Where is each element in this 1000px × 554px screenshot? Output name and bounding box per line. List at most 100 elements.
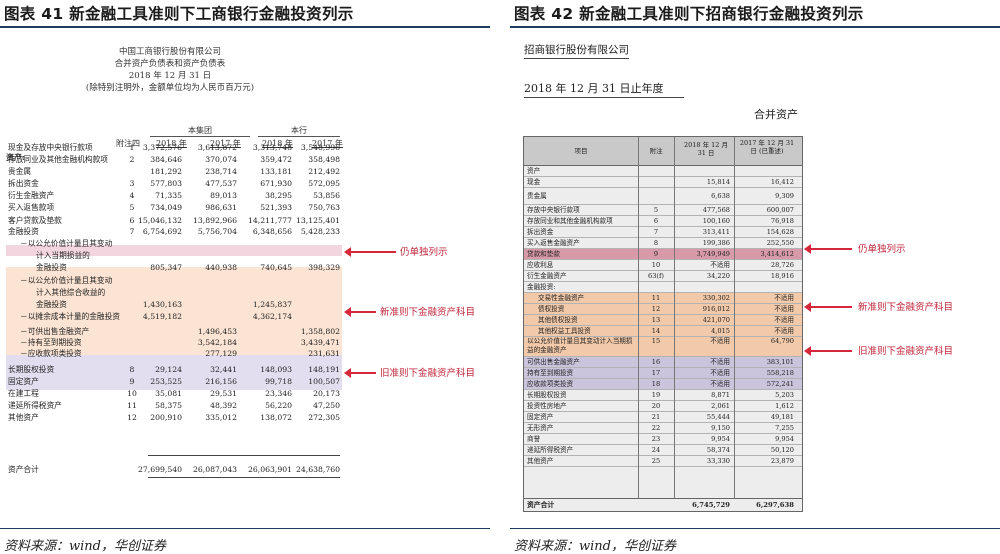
right-row-value: 不适用 (774, 294, 794, 302)
right-table-row: 现金 15,814 16,412 (524, 177, 802, 188)
left-row-note: 10 (127, 389, 137, 398)
left-row-note: 4 (129, 191, 135, 200)
right-annotation-1: 仍单独列示 (858, 244, 906, 255)
left-row-label: 其他资产 (8, 413, 39, 422)
left-row-label: －可供出售金融资产 (20, 327, 90, 336)
left-row-value: 671,930 (260, 179, 292, 188)
left-table-row: 客户贷款及垫款 6 15,046,132 13,892,966 14,211,777 13… (6, 215, 340, 226)
left-row-value: 100,507 (308, 377, 340, 386)
right-head-c1: 2018 年 12 月 31 日 (683, 141, 728, 157)
right-row-value: 558,218 (766, 369, 794, 377)
left-row-value: 3,313,748 (252, 143, 292, 152)
right-panel: 招商银行股份有限公司 2018 年 12 月 31 日止年度 合并资产 项目 附… (510, 30, 1000, 525)
right-row-value: 572,241 (766, 380, 794, 388)
right-row-note: 13 (651, 316, 661, 324)
right-row-label: 买入返售金融资产 (527, 239, 580, 247)
right-table-row: 其他债权投资 13 421,070 不适用 (524, 315, 802, 326)
right-row-note: 63(f) (648, 272, 664, 280)
left-table-row: －以摊余成本计量的金融投资 4,519,182 4,362,174 (6, 311, 340, 322)
left-table-row: 其他资产 12 200,910 335,012 138,072 272,305 (6, 412, 340, 423)
right-row-value: 50,120 (770, 446, 794, 454)
right-table-row: 商誉 23 9,954 9,954 (524, 434, 802, 445)
right-row-value: 8,871 (711, 391, 730, 399)
right-row-note: 20 (651, 402, 661, 410)
right-row-note: 21 (651, 413, 661, 421)
left-row-value: 1,496,453 (197, 327, 237, 336)
right-row-label: 其他债权投资 (538, 316, 578, 324)
right-row-label: 资产 (527, 167, 541, 175)
right-row-note: 25 (651, 457, 661, 465)
right-row-label: 应收款项类投资 (527, 380, 574, 388)
left-row-value: 13,892,966 (192, 216, 237, 225)
left-row-label: 固定资产 (8, 377, 39, 386)
right-table-row: 固定资产 21 55,444 49,181 (524, 412, 802, 423)
left-header-line-3: 2018 年 12 月 31 日 (128, 71, 212, 81)
left-row-value: 750,763 (308, 203, 340, 212)
right-table-row: 递延所得税资产 24 58,374 50,120 (524, 445, 802, 456)
left-arrow-2 (344, 307, 376, 317)
right-row-note: 24 (651, 446, 661, 454)
left-table-row: 长期股权投资 8 29,124 32,441 148,093 148,191 (6, 364, 340, 375)
right-source: 资料来源：wind，华创证券 (514, 539, 676, 554)
left-table-row: －应收款项类投资 277,129 231,631 (6, 348, 340, 359)
right-row-value: 55,444 (706, 413, 730, 421)
left-table-row: 金融投资 7 6,754,692 5,756,704 6,348,656 5,428,23… (6, 226, 340, 237)
left-row-value: 56,220 (265, 401, 292, 410)
left-total-v3: 26,063,901 (247, 465, 292, 474)
left-row-value: 734,049 (150, 203, 182, 212)
left-row-label: 计入当期损益的 (36, 251, 90, 260)
left-row-value: 3,439,471 (300, 338, 340, 347)
left-row-value: 4,362,174 (252, 312, 292, 321)
right-row-value: 252,550 (766, 239, 794, 247)
right-arrow-2 (804, 302, 852, 312)
left-row-label: 贵金属 (8, 167, 32, 176)
highlight-old-standard (6, 355, 342, 390)
left-table-row: －可供出售金融资产 1,496,453 1,358,802 (6, 326, 340, 337)
right-table-row: 应收利息 10 不适用 28,726 (524, 260, 802, 271)
right-col-sep-1 (638, 137, 639, 511)
right-period: 2018 年 12 月 31 日止年度 (524, 80, 684, 98)
left-row-value: 14,211,777 (247, 216, 292, 225)
right-table-row: 买入返售金融资产 8 199,386 252,550 (524, 238, 802, 249)
left-row-value: 99,718 (265, 377, 292, 386)
right-table-row: 贷款和垫款 9 3,749,949 3,414,612 (524, 249, 802, 260)
right-row-value: 28,726 (770, 261, 794, 269)
left-row-value: 47,250 (313, 401, 340, 410)
left-row-value: 53,856 (313, 191, 340, 200)
left-row-label: －应收款项类投资 (20, 349, 82, 358)
left-row-value: 23,346 (265, 389, 292, 398)
left-row-label: 客户贷款及垫款 (8, 216, 62, 225)
right-row-value: 33,330 (706, 457, 730, 465)
left-row-value: 277,129 (205, 349, 237, 358)
left-row-value: 181,292 (150, 167, 182, 176)
left-row-value: 35,081 (155, 389, 182, 398)
left-row-value: 521,393 (260, 203, 292, 212)
left-row-value: 1,358,802 (300, 327, 340, 336)
left-row-note: 3 (129, 179, 135, 188)
right-row-note: 7 (653, 228, 659, 236)
right-title-rule (510, 26, 1000, 28)
left-row-label: 金融投资 (36, 263, 67, 272)
right-row-label: 应收利息 (527, 261, 554, 269)
right-row-label: 商誉 (527, 435, 541, 443)
right-row-label: 无形资产 (527, 424, 554, 432)
right-row-value: 9,150 (711, 424, 730, 432)
right-row-value: 不适用 (710, 369, 730, 377)
left-table-row: 拆出资金 3 577,803 477,537 671,930 572,095 (6, 178, 340, 189)
right-row-label: 固定资产 (527, 413, 554, 421)
right-row-label: 拆出资金 (527, 228, 554, 236)
left-table-row: －以公允价值计量且其变动 (6, 238, 340, 249)
right-table-row: 贵金属 6,638 9,309 (524, 188, 802, 205)
right-col-sep-3 (734, 137, 735, 511)
right-row-value: 313,411 (702, 228, 730, 236)
right-row-value: 154,628 (766, 228, 794, 236)
right-table-header: 项目 附注 2018 年 12 月 31 日 2017 年 12 月 31 日 … (524, 137, 802, 166)
left-row-value: 577,803 (150, 179, 182, 188)
right-row-value: 不适用 (710, 358, 730, 366)
right-row-value: 9,309 (775, 192, 794, 200)
right-row-note: 17 (651, 369, 661, 377)
right-head-note: 附注 (649, 147, 663, 155)
right-company: 招商银行股份有限公司 (524, 42, 629, 59)
right-row-value: 421,070 (702, 316, 730, 324)
left-row-value: 48,392 (210, 401, 237, 410)
